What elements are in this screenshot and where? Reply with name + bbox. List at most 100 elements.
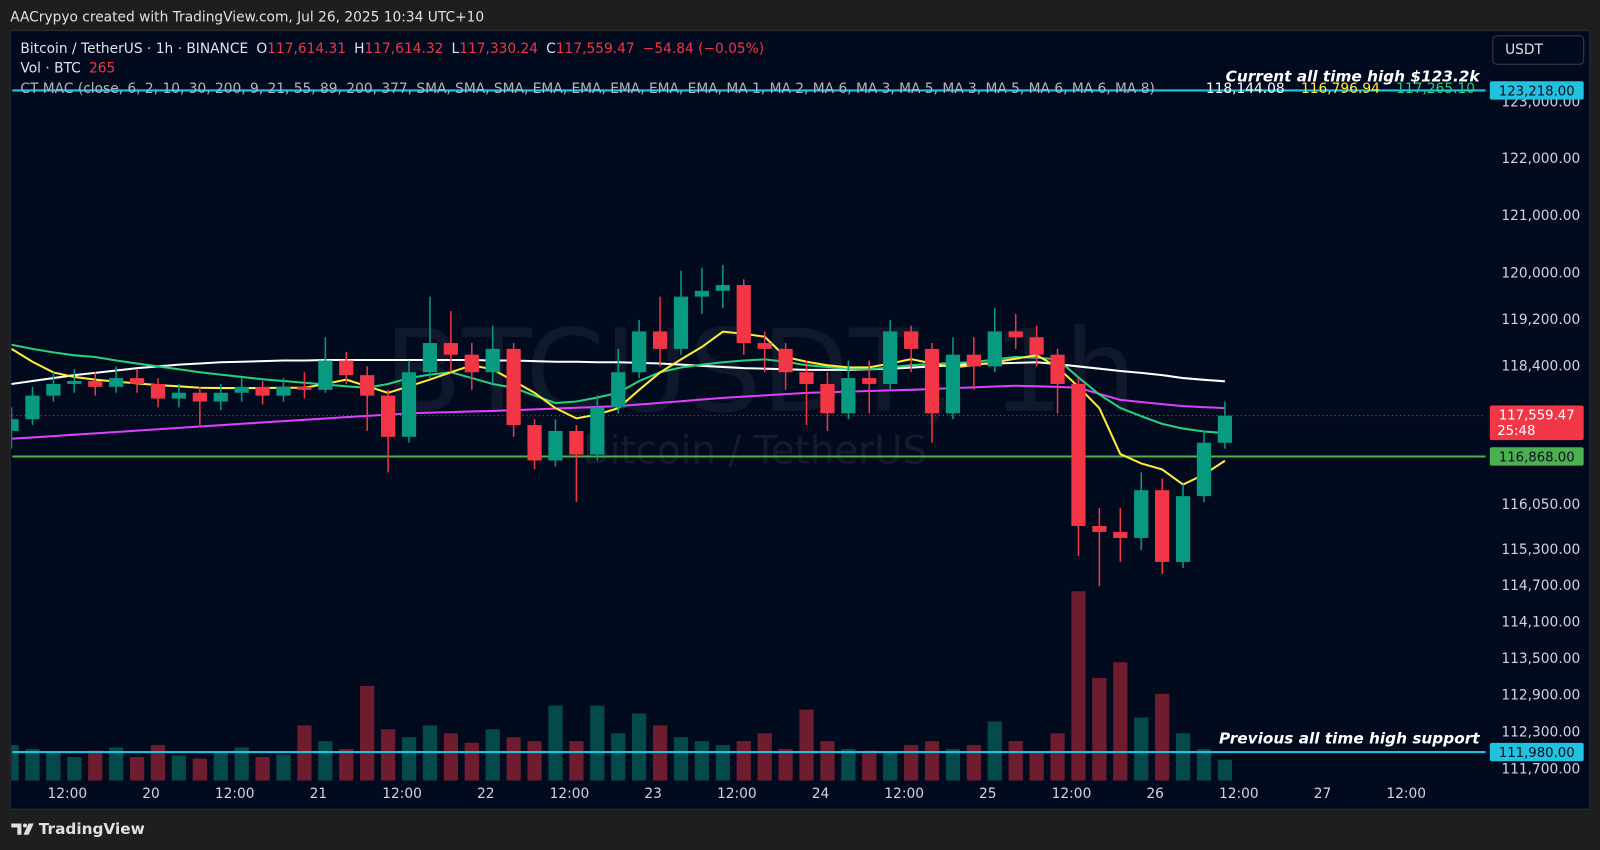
x-tick-label: 12:00	[215, 786, 255, 802]
candle-body	[401, 372, 417, 437]
candle-body	[987, 331, 1002, 367]
volume-bar	[1071, 591, 1086, 781]
volume-bar	[1175, 733, 1191, 781]
x-tick-label: 12:00	[47, 786, 87, 802]
volume-bar	[276, 754, 291, 781]
candle-body	[778, 348, 793, 373]
brand: TradingView	[39, 820, 145, 838]
price-label-box	[1489, 81, 1584, 100]
candle-body	[213, 392, 228, 402]
volume-bar	[443, 733, 458, 781]
volume-bar	[129, 756, 145, 781]
x-tick-label: 23	[644, 786, 662, 802]
horizontal-lines	[12, 89, 1486, 754]
top-bar-text: AACrypyo created with TradingView.com, J…	[10, 9, 484, 25]
candle-body	[464, 354, 479, 373]
price-label-box	[1489, 447, 1584, 466]
candle-body	[1175, 496, 1191, 562]
volume-bar	[255, 756, 270, 781]
y-tick-label: 115,300.00	[1501, 542, 1580, 558]
x-tick-label: 26	[1146, 786, 1164, 802]
last-price-box	[1489, 405, 1584, 441]
volume-bar	[67, 756, 82, 781]
volume-bar	[1050, 733, 1065, 781]
price-label-box	[1489, 742, 1584, 762]
candle-body	[673, 296, 689, 349]
candle-body	[736, 285, 751, 344]
volume-bar	[360, 685, 375, 781]
volume-bar	[903, 745, 919, 781]
volume-bar	[11, 745, 19, 781]
candle-body	[590, 407, 605, 455]
chart-pane	[9, 30, 1591, 810]
candle-body	[1050, 354, 1065, 384]
volume-bar	[485, 729, 500, 781]
indicator-value: 116,796.94	[1301, 81, 1380, 97]
x-tick-label: 12:00	[884, 786, 924, 802]
candle-body	[422, 343, 438, 373]
candle-body	[799, 372, 814, 384]
axes: Current all time high $123.2k Previous al…	[47, 68, 1584, 802]
volume-bar	[46, 752, 61, 781]
volume-bar	[841, 749, 856, 781]
volume-bar	[757, 733, 772, 781]
y-tick-label: 112,900.00	[1501, 687, 1580, 703]
candle-body	[1092, 525, 1107, 532]
candle-body	[234, 386, 249, 393]
currency-label[interactable]: USDT	[1505, 42, 1543, 58]
currency-button[interactable]	[1492, 35, 1585, 65]
candle-body	[1217, 415, 1233, 443]
volume-bar	[673, 737, 689, 781]
volume-bar	[464, 742, 479, 781]
candle-body	[360, 375, 375, 396]
volume-bar	[590, 705, 605, 781]
x-tick-label: 12:00	[382, 786, 422, 802]
indicator-name: CT MAC (close, 6, 2, 10, 30, 200, 9, 21,…	[20, 81, 1154, 97]
volume-bar	[1155, 693, 1170, 781]
x-tick-label: 12:00	[1219, 786, 1259, 802]
candle-body	[150, 383, 166, 399]
candle-body	[276, 386, 291, 396]
candle-body	[652, 331, 668, 349]
candle-body	[11, 419, 19, 431]
candle-body	[88, 381, 103, 387]
candle-body	[1113, 531, 1128, 538]
volume-bar	[862, 750, 877, 781]
volume-bar	[799, 709, 814, 781]
candle-body	[25, 395, 40, 420]
candle-body	[632, 331, 647, 373]
volume-bar	[234, 747, 249, 781]
y-tick-label: 118,400.00	[1501, 358, 1580, 374]
volume-bar	[611, 733, 626, 781]
volume-bar	[1217, 759, 1233, 781]
candle-body	[966, 354, 981, 367]
candle-body	[109, 378, 124, 387]
volume-bar	[380, 729, 396, 781]
volume-bar	[966, 745, 981, 781]
candle-body	[1134, 490, 1149, 538]
candle-body	[67, 381, 82, 384]
candle-body	[255, 386, 270, 396]
candle-body	[569, 430, 584, 455]
x-tick-label: 20	[142, 786, 160, 802]
candle-body	[611, 372, 626, 408]
candle-body	[820, 383, 835, 414]
level-annotation: Current all time high $123.2k	[1226, 68, 1481, 86]
volume-bar	[339, 749, 354, 781]
price-label: 116,868.00	[1499, 451, 1575, 466]
level-annotation: Previous all time high support	[1219, 729, 1480, 747]
volume-bar	[192, 758, 207, 781]
volume-bar	[506, 737, 521, 781]
x-tick-label: 24	[812, 786, 830, 802]
indicator-value: 117,265.10	[1396, 81, 1475, 97]
candle-body	[1196, 442, 1212, 497]
candle-body	[1029, 337, 1044, 355]
ohlc-value: 117,559.47	[556, 41, 635, 57]
volume-bar	[1134, 717, 1149, 781]
candle-body	[841, 378, 856, 414]
candle-body	[694, 290, 710, 297]
volume-row: Vol · BTC 265	[20, 60, 115, 76]
candle-body	[862, 378, 877, 384]
